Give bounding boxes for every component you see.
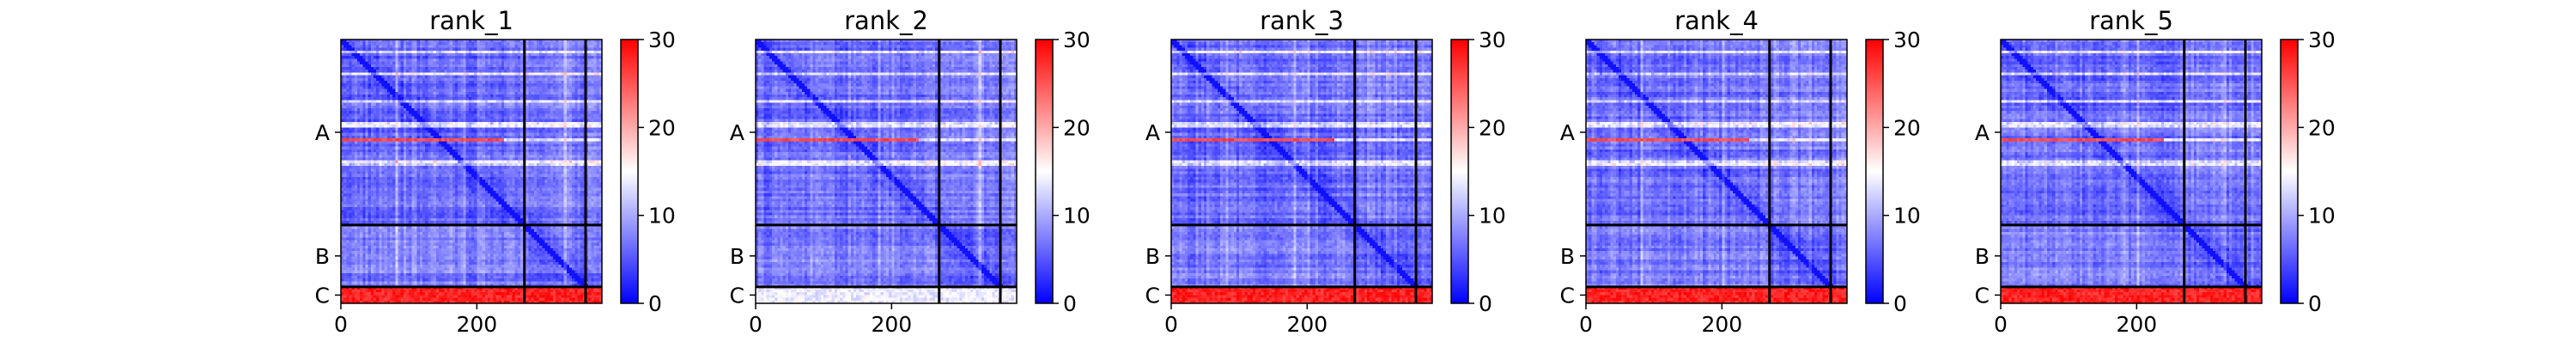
- heatmap-frame: [1585, 39, 1848, 304]
- colorbar-tick-label: 30: [1893, 27, 1921, 52]
- colorbar: [1450, 39, 1469, 304]
- heatmap-frame: [755, 39, 1018, 304]
- heatmap-cells: [341, 40, 602, 303]
- colorbar: [2280, 39, 2299, 304]
- y-tick-label: A: [1560, 120, 1575, 145]
- colorbar-tick-label: 30: [648, 27, 676, 52]
- panel-title: rank_2: [844, 6, 928, 35]
- colorbar: [1035, 39, 1054, 304]
- colorbar-tick-label: 0: [1479, 291, 1492, 316]
- colorbar-tick-label: 0: [2308, 291, 2322, 316]
- y-tick-label: B: [1975, 244, 1990, 269]
- colorbar-tick-label: 20: [1479, 115, 1506, 140]
- colorbar-tick-label: 10: [648, 204, 676, 229]
- colorbar: [620, 39, 639, 304]
- heatmap-cells: [756, 40, 1017, 303]
- x-tick-label: 0: [1994, 312, 2008, 337]
- y-tick-label: A: [315, 120, 330, 145]
- heatmap-cells: [1171, 40, 1432, 303]
- y-tick-label: B: [1145, 244, 1160, 269]
- colorbar-tick-label: 20: [2308, 115, 2336, 140]
- y-tick-label: C: [730, 283, 744, 308]
- panel-title: rank_5: [2089, 6, 2173, 35]
- y-tick-label: A: [1975, 120, 1990, 145]
- colorbar: [1865, 39, 1884, 304]
- colorbar-tick-label: 0: [648, 291, 662, 316]
- colorbar-tick-label: 20: [648, 115, 676, 140]
- heatmap-frame: [340, 39, 603, 304]
- y-tick-label: A: [1145, 120, 1160, 145]
- colorbar-tick-label: 30: [2308, 27, 2336, 52]
- colorbar-tick-label: 30: [1479, 27, 1506, 52]
- x-tick-label: 200: [2116, 312, 2157, 337]
- y-tick-label: B: [730, 244, 744, 269]
- colorbar-tick-label: 10: [1479, 204, 1506, 229]
- y-tick-label: C: [315, 283, 330, 308]
- y-tick-label: C: [1145, 283, 1160, 308]
- panel-title: rank_3: [1260, 6, 1344, 35]
- colorbar-tick-label: 10: [2308, 204, 2336, 229]
- y-tick-label: B: [315, 244, 330, 269]
- y-tick-label: C: [1975, 283, 1990, 308]
- x-tick-label: 0: [749, 312, 762, 337]
- colorbar-tick-label: 20: [1063, 115, 1091, 140]
- panel-title: rank_4: [1674, 6, 1759, 35]
- x-tick-label: 0: [1164, 312, 1178, 337]
- colorbar-tick-label: 10: [1893, 204, 1921, 229]
- colorbar-tick-label: 10: [1063, 204, 1091, 229]
- x-tick-label: 200: [1286, 312, 1327, 337]
- x-tick-label: 200: [871, 312, 912, 337]
- x-tick-label: 200: [456, 312, 497, 337]
- x-tick-label: 200: [1701, 312, 1742, 337]
- y-tick-label: C: [1560, 283, 1575, 308]
- panel-title: rank_1: [429, 6, 513, 35]
- colorbar-tick-label: 20: [1893, 115, 1921, 140]
- y-tick-label: B: [1560, 244, 1575, 269]
- colorbar-tick-label: 30: [1063, 27, 1091, 52]
- colorbar-tick-label: 0: [1063, 291, 1077, 316]
- x-tick-label: 0: [334, 312, 348, 337]
- heatmap-cells: [2001, 40, 2262, 303]
- heatmap-frame: [2000, 39, 2263, 304]
- colorbar-tick-label: 0: [1893, 291, 1907, 316]
- x-tick-label: 0: [1579, 312, 1593, 337]
- heatmap-cells: [1586, 40, 1847, 303]
- y-tick-label: A: [730, 120, 744, 145]
- heatmap-frame: [1170, 39, 1433, 304]
